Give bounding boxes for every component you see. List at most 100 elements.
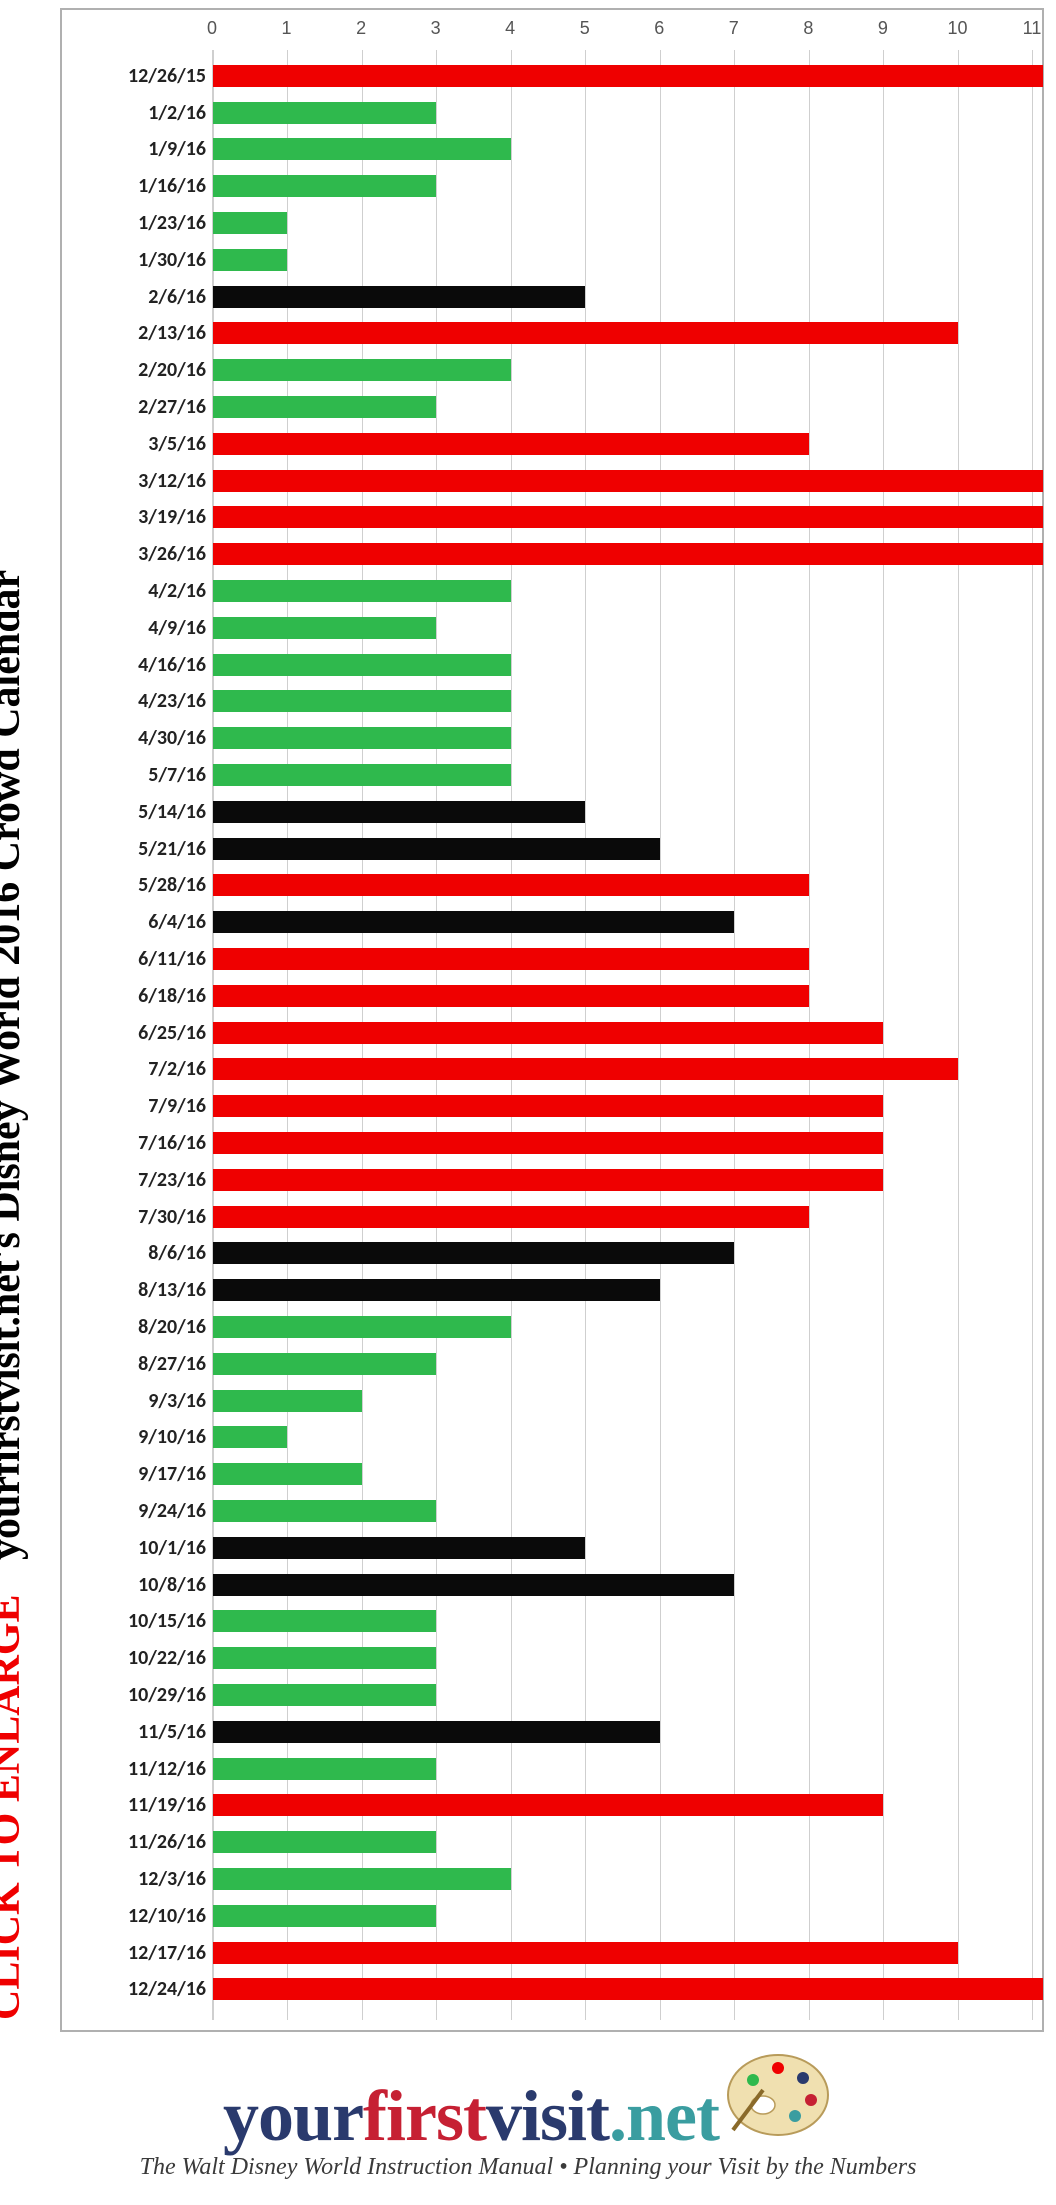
date-label: 11/12/16 (128, 1757, 206, 1781)
date-label: 10/22/16 (128, 1646, 206, 1670)
crowd-bar (213, 1868, 511, 1890)
date-label: 9/24/16 (138, 1499, 206, 1523)
date-label: 4/2/16 (148, 579, 206, 603)
date-label: 10/29/16 (128, 1683, 206, 1707)
crowd-bar (213, 617, 436, 639)
crowd-bar (213, 580, 511, 602)
date-label: 8/13/16 (138, 1278, 206, 1302)
date-label: 7/9/16 (148, 1094, 206, 1118)
tagline: The Walt Disney World Instruction Manual… (0, 2154, 1056, 2181)
chart-inner: 01234567891011 12/26/151/2/161/9/161/16/… (62, 10, 1042, 2030)
x-tick-label: 6 (654, 18, 664, 39)
crowd-bar (213, 175, 436, 197)
date-label: 6/18/16 (138, 984, 206, 1008)
crowd-bar (213, 1206, 809, 1228)
crowd-bar (213, 1647, 436, 1669)
crowd-bar (213, 1942, 958, 1964)
x-tick-label: 5 (580, 18, 590, 39)
date-label: 7/30/16 (138, 1205, 206, 1229)
chart-frame: 01234567891011 12/26/151/2/161/9/161/16/… (60, 8, 1044, 2032)
date-label: 7/2/16 (148, 1057, 206, 1081)
date-label: 2/20/16 (138, 358, 206, 382)
date-label: 10/15/16 (128, 1609, 206, 1633)
crowd-bar (213, 727, 511, 749)
x-tick-label: 9 (878, 18, 888, 39)
date-label: 12/26/15 (128, 64, 206, 88)
enlarge-text: CLICK TO ENLARGE (0, 1594, 29, 2020)
crowd-bar (213, 948, 809, 970)
x-tick-label: 0 (207, 18, 217, 39)
date-label: 1/2/16 (148, 101, 206, 125)
crowd-bar (213, 1831, 436, 1853)
crowd-bar (213, 1316, 511, 1338)
crowd-bar (213, 911, 734, 933)
sidebar: CLICK TO ENLARGE yourfirstvisit.net's Di… (0, 0, 60, 2040)
x-tick-label: 4 (505, 18, 515, 39)
crowd-bar (213, 1242, 734, 1264)
crowd-bar (213, 1022, 883, 1044)
crowd-bar (213, 985, 809, 1007)
crowd-bar (213, 1132, 883, 1154)
crowd-bar (213, 654, 511, 676)
logo-part: .net (609, 2076, 719, 2156)
crowd-bar (213, 433, 809, 455)
crowd-bar (213, 1721, 660, 1743)
crowd-bar (213, 470, 1043, 492)
crowd-bar (213, 286, 585, 308)
date-label: 12/10/16 (128, 1904, 206, 1928)
crowd-bar (213, 249, 287, 271)
x-axis: 01234567891011 (212, 10, 1032, 50)
crowd-bar (213, 1610, 436, 1632)
date-label: 1/30/16 (138, 248, 206, 272)
crowd-bar (213, 801, 585, 823)
date-label: 11/19/16 (128, 1793, 206, 1817)
crowd-bar (213, 1095, 883, 1117)
crowd-bar (213, 212, 287, 234)
x-tick-label: 8 (803, 18, 813, 39)
date-label: 2/6/16 (148, 285, 206, 309)
crowd-bar (213, 838, 660, 860)
crowd-bar (213, 1794, 883, 1816)
date-label: 5/21/16 (138, 837, 206, 861)
date-label: 3/12/16 (138, 469, 206, 493)
crowd-bar (213, 543, 1043, 565)
date-label: 8/20/16 (138, 1315, 206, 1339)
vertical-title: CLICK TO ENLARGE yourfirstvisit.net's Di… (0, 570, 30, 2020)
date-label: 6/11/16 (138, 947, 206, 971)
date-label: 4/23/16 (138, 689, 206, 713)
logo-part: first (363, 2076, 486, 2156)
date-label: 1/9/16 (148, 137, 206, 161)
x-tick-label: 10 (947, 18, 967, 39)
crowd-bar (213, 396, 436, 418)
crowd-bar (213, 764, 511, 786)
crowd-bar (213, 1500, 436, 1522)
logo-part: visit (486, 2076, 609, 2156)
crowd-bar (213, 874, 809, 896)
date-label: 7/23/16 (138, 1168, 206, 1192)
crowd-bar (213, 1169, 883, 1191)
x-tick-label: 1 (282, 18, 292, 39)
logo-part: your (223, 2076, 363, 2156)
crowd-bar (213, 102, 436, 124)
crowd-bar (213, 690, 511, 712)
crowd-bar (213, 506, 1043, 528)
date-label: 1/23/16 (138, 211, 206, 235)
date-label: 1/16/16 (138, 174, 206, 198)
date-label: 11/5/16 (138, 1720, 206, 1744)
date-label: 5/14/16 (138, 800, 206, 824)
palette-icon (723, 2050, 833, 2145)
gridline (1032, 50, 1033, 2020)
date-label: 2/13/16 (138, 321, 206, 345)
crowd-bar (213, 1684, 436, 1706)
y-axis-labels: 12/26/15 1/2/16 1/9/16 1/16/16 1/23/16 1/30/1… (62, 50, 212, 2020)
crowd-bar (213, 138, 511, 160)
crowd-bar (213, 1978, 1043, 2000)
date-label: 10/8/16 (138, 1573, 206, 1597)
crowd-bar (213, 1390, 362, 1412)
date-label: 8/6/16 (148, 1241, 206, 1265)
crowd-bar (213, 1279, 660, 1301)
date-label: 7/16/16 (138, 1131, 206, 1155)
chart-title-text: yourfirstvisit.net's Disney World 2016 C… (0, 570, 29, 1560)
date-label: 3/26/16 (138, 542, 206, 566)
date-label: 4/30/16 (138, 726, 206, 750)
